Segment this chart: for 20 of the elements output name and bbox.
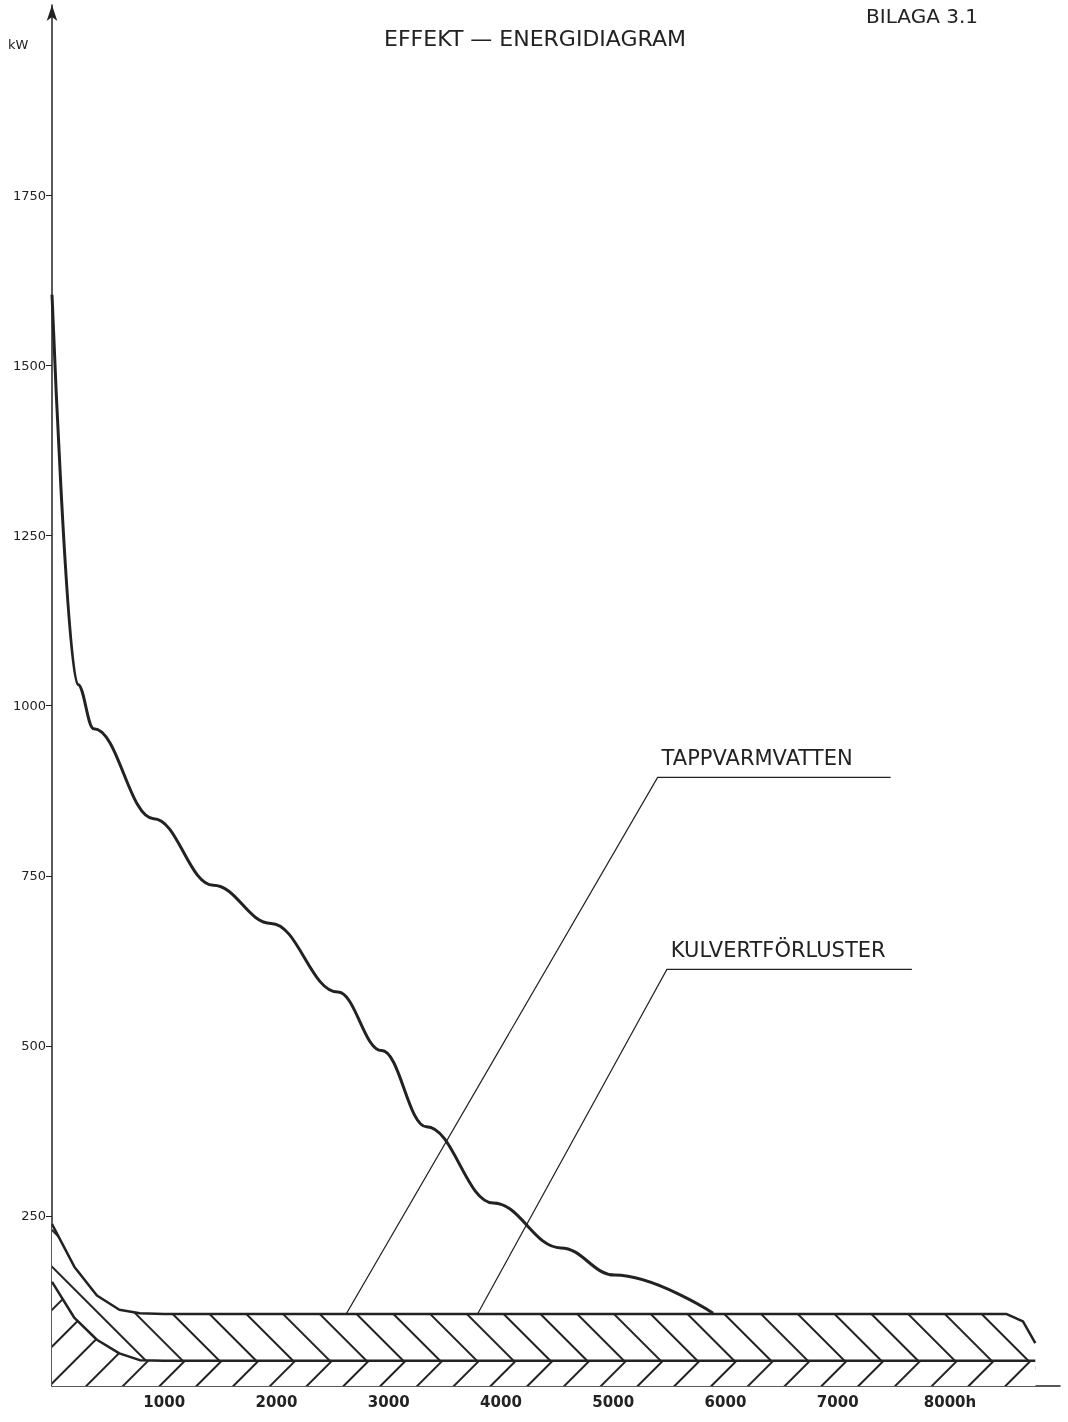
x-tick-label: 5000 [592,1392,635,1411]
y-tick-label: 1500 [12,358,46,374]
text: EFFEKT — ENERGIDIAGRAM [384,25,686,51]
text: TAPPVARMVATTEN [660,745,853,770]
x-tick-label: 4000 [480,1392,522,1411]
x-tick-label: 3000 [367,1392,410,1411]
x-tick-label: 8000h [923,1392,977,1411]
x-tick-label: 6000 [704,1392,747,1411]
x-tick-label: 7000 [816,1392,859,1411]
y-tick-label: 750 [21,868,46,884]
y-tick-label: 1000 [12,698,46,714]
y-tick-label: 250 [21,1208,46,1224]
y-tick-label: 500 [21,1038,46,1054]
annotation: BILAGA 3.1 [866,4,979,28]
text: KULVERTFÖRLUSTER [670,936,886,962]
x-tick-label: 1000 [143,1392,186,1411]
y-axis-title: kW [8,37,29,52]
y-tick-label: 1750 [12,187,46,203]
x-tick-label: 2000 [255,1392,298,1411]
y-tick-label: 1250 [12,528,46,544]
